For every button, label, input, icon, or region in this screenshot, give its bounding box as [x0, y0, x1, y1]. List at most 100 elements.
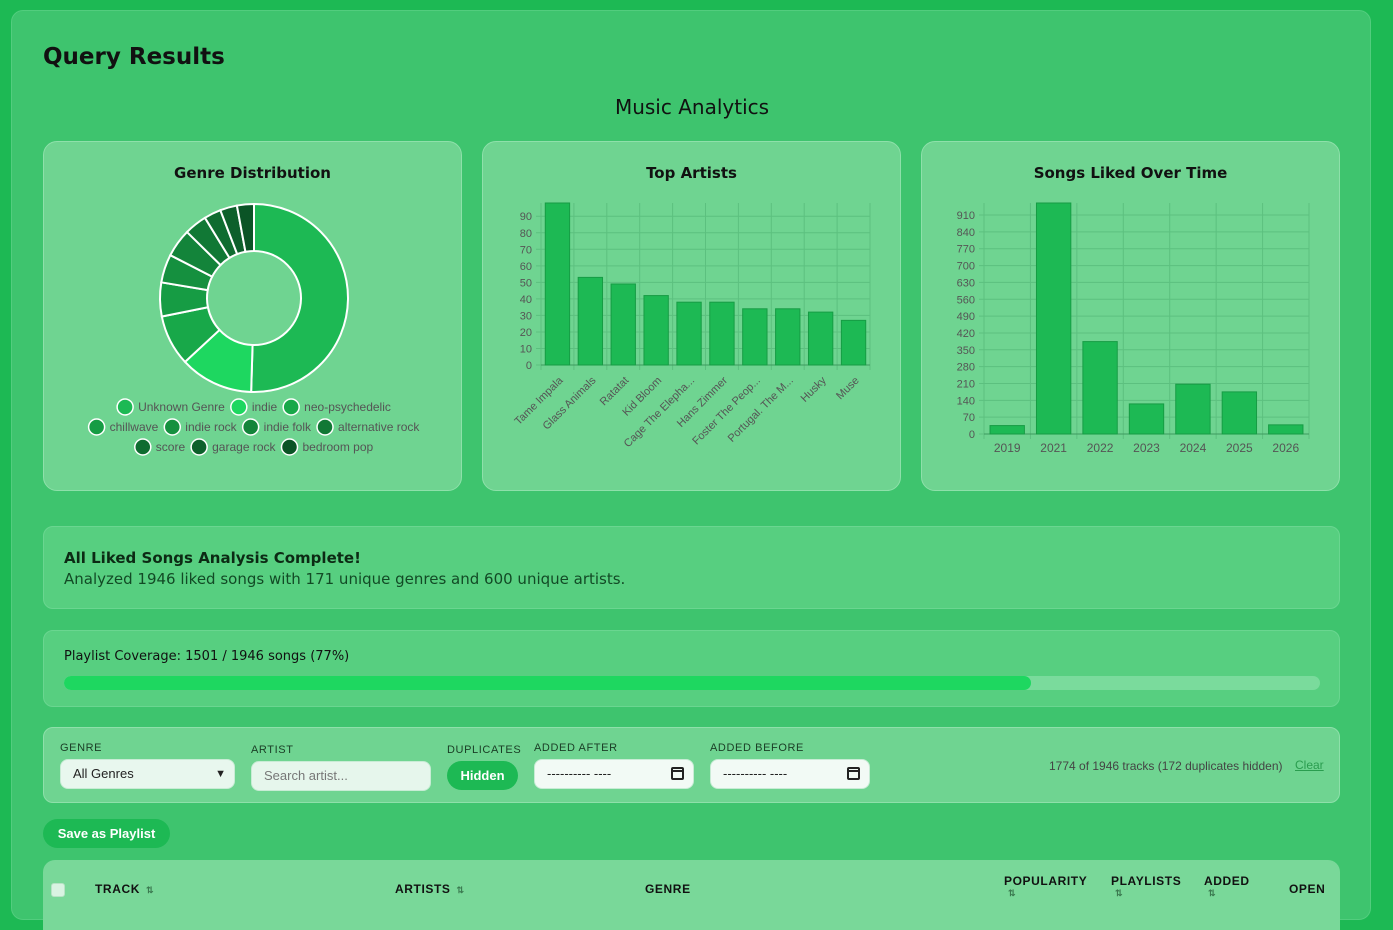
bar [807, 311, 834, 366]
y-tick-label: 140 [957, 395, 975, 407]
y-tick-label: 910 [957, 210, 975, 222]
y-tick-label: 60 [520, 261, 532, 273]
sort-icon: ⇅ [146, 885, 155, 895]
bar [610, 283, 636, 366]
y-tick-label: 80 [520, 228, 532, 240]
y-tick-label: 280 [957, 362, 975, 374]
y-tick-label: 20 [520, 327, 532, 339]
column-track-label: TRACK [95, 882, 140, 896]
legend-swatch [116, 398, 134, 416]
legend-swatch [282, 398, 300, 416]
select-all-checkbox[interactable] [51, 883, 65, 897]
legend-swatch [134, 438, 152, 456]
analysis-summary: All Liked Songs Analysis Complete! Analy… [43, 526, 1340, 609]
x-tick-label: 2023 [1133, 441, 1160, 455]
calendar-icon[interactable] [847, 767, 860, 780]
column-playlists-label: PLAYLISTS [1111, 874, 1182, 888]
bar [1221, 391, 1258, 435]
legend-label: indie rock [185, 420, 237, 434]
legend-label: indie folk [264, 420, 312, 434]
clear-filters-link[interactable]: Clear [1295, 758, 1324, 772]
page-title: Query Results [43, 44, 225, 70]
y-tick-label: 350 [957, 345, 975, 357]
x-tick-label: Husky [799, 374, 829, 404]
y-tick-label: 40 [520, 294, 532, 306]
bar [840, 319, 867, 366]
y-tick-label: 770 [957, 244, 975, 256]
bar [1128, 403, 1165, 435]
track-count-text: 1774 of 1946 tracks (172 duplicates hidd… [1049, 759, 1283, 773]
summary-title: All Liked Songs Analysis Complete! [64, 549, 361, 567]
tracks-table-header: TRACK ⇅ ARTISTS ⇅ GENRE POPULARITY ⇅ PLAYLI… [43, 860, 1340, 930]
legend-swatch [230, 398, 248, 416]
legend-label: score [156, 440, 186, 454]
bar [676, 301, 702, 366]
added-before-value: ---------- ---- [723, 766, 788, 781]
legend-swatch [241, 418, 260, 436]
column-added[interactable]: ADDED ⇅ [1204, 874, 1250, 899]
legend-label: alternative rock [338, 420, 420, 434]
column-artists-label: ARTISTS [395, 882, 451, 896]
sort-icon: ⇅ [456, 885, 465, 895]
legend-swatch [316, 418, 334, 436]
donut-slice [235, 202, 255, 253]
y-tick-label: 840 [957, 227, 975, 239]
songs-over-time-bar-chart: 0 70 140 210 280 350 420 490 560 630 700 770 840 910 2… [957, 202, 1310, 455]
added-after-value: ---------- ---- [547, 766, 612, 781]
x-tick-label: 2024 [1180, 441, 1207, 455]
time-chart-title: Songs Liked Over Time [1033, 164, 1228, 182]
genre-select[interactable]: All Genres ▼ [60, 759, 235, 789]
artists-chart-title: Top Artists [646, 164, 737, 182]
bar [989, 425, 1025, 435]
added-after-date-input[interactable]: ---------- ---- [534, 759, 694, 789]
x-tick-label: 2019 [994, 441, 1021, 455]
column-artists[interactable]: ARTISTS ⇅ [395, 882, 465, 896]
y-tick-label: 700 [957, 261, 975, 273]
donut-slice [250, 202, 349, 393]
x-tick-label: Muse [834, 375, 862, 403]
sort-icon: ⇅ [1008, 888, 1017, 898]
chevron-down-icon: ▼ [215, 768, 226, 780]
legend-swatch [163, 418, 182, 436]
playlist-coverage: Playlist Coverage: 1501 / 1946 songs (77… [43, 630, 1340, 707]
added-after-label: ADDED AFTER [534, 742, 618, 754]
column-track[interactable]: TRACK ⇅ [95, 882, 154, 896]
column-popularity-label: POPULARITY [1004, 874, 1088, 888]
y-tick-label: 30 [520, 310, 532, 322]
results-panel: Query Results Music Analytics Genre Dist… [11, 10, 1371, 930]
bar [1035, 202, 1072, 435]
column-playlists[interactable]: PLAYLISTS ⇅ [1111, 874, 1181, 899]
coverage-progress-bar [64, 676, 1320, 690]
legend-swatch [190, 438, 208, 456]
column-popularity[interactable]: POPULARITY ⇅ [1004, 874, 1087, 899]
y-tick-label: 10 [520, 343, 532, 355]
bar [1082, 341, 1118, 435]
artist-search-placeholder: Search artist... [264, 768, 348, 783]
genre-distribution-card: Genre Distribution Unknown Genre indie neo… [43, 141, 462, 491]
x-tick-label: 2022 [1087, 441, 1114, 455]
genre-chart-title: Genre Distribution [174, 164, 331, 182]
sort-icon: ⇅ [1115, 888, 1124, 898]
songs-over-time-card: Songs Liked Over Time 0 70 140 210 280 350 420… [921, 141, 1340, 491]
bar [1175, 383, 1211, 435]
legend-label: Unknown Genre [138, 400, 225, 414]
y-tick-label: 420 [957, 328, 975, 340]
bar [577, 276, 604, 366]
duplicates-toggle-button[interactable]: Hidden [447, 761, 518, 790]
y-tick-label: 90 [520, 211, 532, 223]
x-tick-label: 2021 [1040, 441, 1067, 455]
legend-swatch [87, 418, 106, 436]
top-artists-card: Top Artists 0 10 20 30 40 50 60 70 80 90 Tame Impa… [482, 141, 901, 491]
coverage-progress-fill [64, 676, 1032, 690]
column-open: OPEN [1289, 882, 1326, 896]
column-genre[interactable]: GENRE [645, 882, 691, 896]
bar [775, 308, 801, 366]
artist-search-input[interactable]: Search artist... [251, 761, 431, 791]
save-as-playlist-button[interactable]: Save as Playlist [43, 819, 170, 848]
duplicates-filter-label: DUPLICATES [447, 744, 522, 756]
bar [643, 295, 669, 366]
calendar-icon[interactable] [671, 767, 684, 780]
legend-label: bedroom pop [302, 440, 373, 454]
sort-icon: ⇅ [1208, 888, 1217, 898]
added-before-date-input[interactable]: ---------- ---- [710, 759, 870, 789]
